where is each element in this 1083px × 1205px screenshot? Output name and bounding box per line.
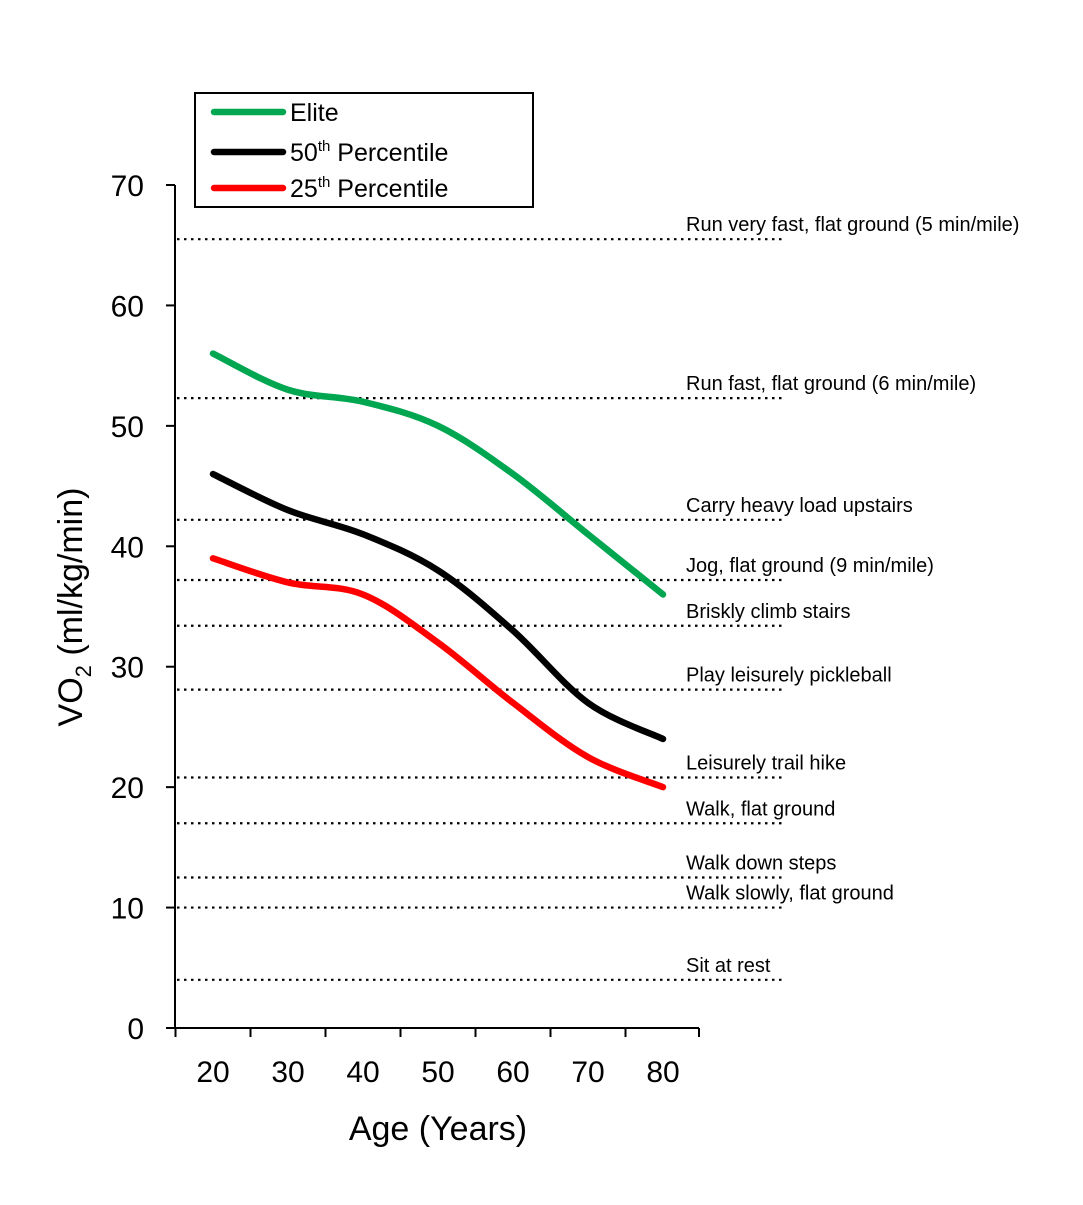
x-tick-label-4: 60 [496, 1056, 529, 1089]
y-tick-label-6: 60 [111, 290, 144, 323]
y-tick-label-7: 70 [111, 170, 144, 203]
y-tick-label-0: 0 [127, 1013, 144, 1046]
y-axis-title-sub: 2 [71, 665, 96, 677]
axis-titles: Age (Years) VO2 (ml/kg/min) [52, 488, 527, 1148]
axes: 0 10 20 30 40 50 60 70 20 30 40 50 60 70 80 [111, 170, 700, 1089]
activity-label-7: Walk, flat ground [686, 798, 835, 820]
activity-label-4: Briskly climb stairs [686, 601, 850, 623]
y-tick-label-5: 50 [111, 411, 144, 444]
y-axis-title-main: VO [52, 677, 90, 726]
legend-label-base: 25 [290, 175, 318, 203]
series-line-elite [209, 350, 667, 598]
x-tick-label-1: 30 [271, 1056, 304, 1089]
x-tick-label-0: 20 [196, 1056, 229, 1089]
legend-label-elite: Elite [290, 99, 339, 127]
legend-label-sup: th [318, 174, 331, 191]
legend-label-base: Elite [290, 99, 339, 127]
activity-label-0: Run very fast, flat ground (5 min/mile) [686, 214, 1019, 236]
legend-label-base: 50 [290, 139, 318, 167]
legend-label-rest: Percentile [330, 175, 448, 203]
activity-label-10: Sit at rest [686, 955, 771, 977]
y-tick-label-3: 30 [111, 652, 144, 685]
reference-labels: Run very fast, flat ground (5 min/mile) R… [686, 214, 1019, 977]
legend-label-25th-percentile: 25th Percentile [290, 174, 448, 203]
legend-label-sup: th [318, 138, 331, 155]
activity-label-5: Play leisurely pickleball [686, 665, 892, 687]
activity-label-2: Carry heavy load upstairs [686, 495, 913, 517]
y-tick-label-1: 10 [111, 893, 144, 926]
activity-label-9: Walk slowly, flat ground [686, 883, 894, 905]
y-axis-title: VO2 (ml/kg/min) [52, 488, 96, 727]
y-tick-label-2: 20 [111, 772, 144, 805]
activity-label-1: Run fast, flat ground (6 min/mile) [686, 373, 976, 395]
series-line-50th-percentile [209, 470, 667, 743]
x-axis-title: Age (Years) [349, 1110, 527, 1148]
activity-label-8: Walk down steps [686, 852, 836, 874]
x-tick-label-6: 80 [646, 1056, 679, 1089]
legend-label-50th-percentile: 50th Percentile [290, 138, 448, 167]
activity-label-6: Leisurely trail hike [686, 753, 846, 775]
x-tick-label-2: 40 [346, 1056, 379, 1089]
activity-label-3: Jog, flat ground (9 min/mile) [686, 555, 934, 577]
series-lines [209, 350, 667, 791]
y-tick-label-4: 40 [111, 531, 144, 564]
x-tick-label-3: 50 [421, 1056, 454, 1089]
y-axis-title-rest: (ml/kg/min) [52, 488, 90, 666]
x-tick-label-5: 70 [571, 1056, 604, 1089]
series-line-25th-percentile [209, 555, 667, 791]
legend-label-rest: Percentile [330, 139, 448, 167]
